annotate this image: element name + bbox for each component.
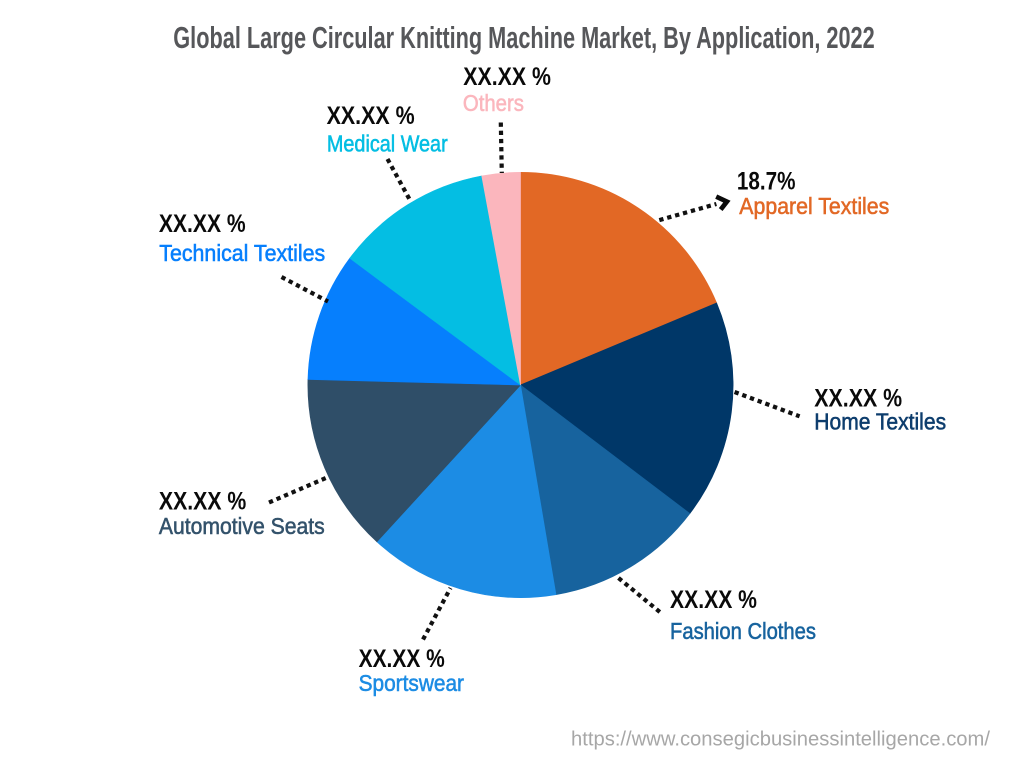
svg-text:XX.XX %: XX.XX % — [670, 586, 757, 614]
svg-text:Sportswear: Sportswear — [359, 670, 465, 696]
svg-text:XX.XX %: XX.XX % — [359, 645, 445, 673]
svg-text:https://www.consegicbusinessin: https://www.consegicbusinessintelligence… — [571, 729, 990, 751]
svg-text:Automotive Seats: Automotive Seats — [159, 513, 325, 539]
svg-text:Home Textiles: Home Textiles — [814, 409, 946, 435]
svg-text:Fashion Clothes: Fashion Clothes — [670, 618, 816, 644]
svg-text:Others: Others — [463, 90, 524, 116]
svg-text:XX.XX %: XX.XX % — [814, 385, 902, 413]
svg-text:XX.XX %: XX.XX % — [159, 487, 246, 515]
svg-text:Apparel Textiles: Apparel Textiles — [739, 193, 889, 219]
svg-text:18.7%: 18.7% — [737, 167, 796, 195]
svg-text:Medical Wear: Medical Wear — [327, 131, 448, 157]
svg-text:Technical Textiles: Technical Textiles — [159, 240, 325, 266]
svg-text:Global Large Circular Knitting: Global Large Circular Knitting Machine M… — [173, 21, 874, 55]
svg-text:XX.XX %: XX.XX % — [463, 63, 551, 91]
svg-text:XX.XX %: XX.XX % — [327, 102, 415, 130]
svg-text:XX.XX %: XX.XX % — [159, 210, 246, 238]
